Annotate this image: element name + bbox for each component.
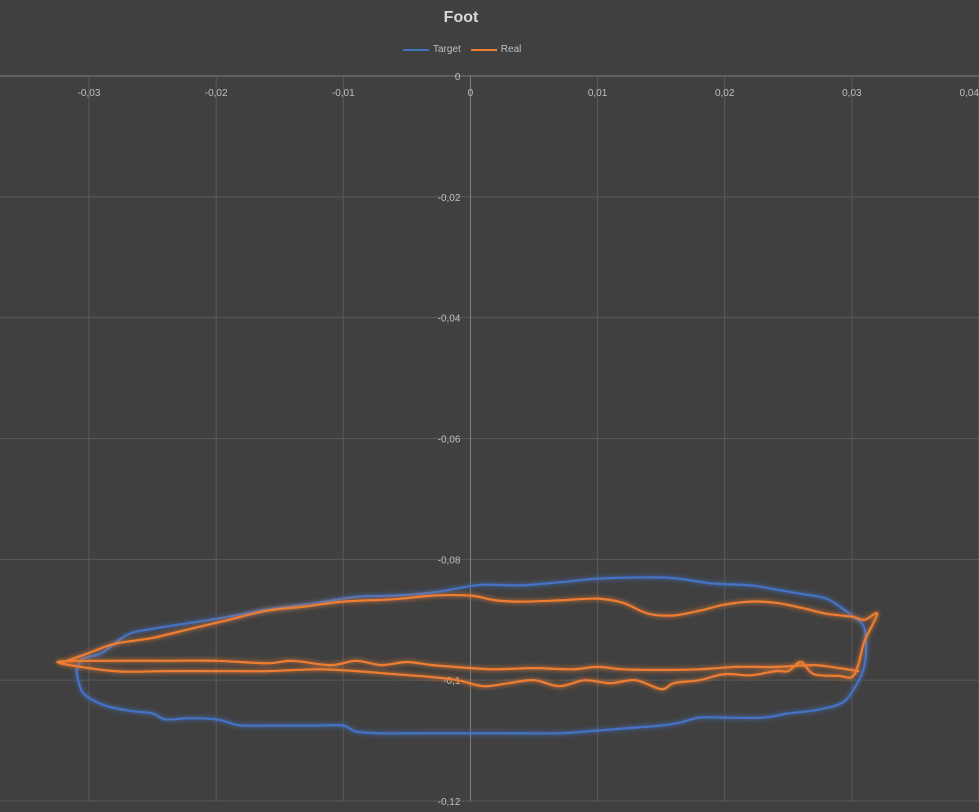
y-tick-label: -0,02 xyxy=(438,193,461,204)
legend-label-real: Real xyxy=(500,44,522,55)
x-tick-label: -0,03 xyxy=(78,88,101,99)
legend-item-target: Target xyxy=(403,44,461,55)
x-tick-label: 0 xyxy=(468,88,474,99)
series-line-real xyxy=(56,593,879,691)
y-tick-label: -0,1 xyxy=(443,676,461,687)
axes xyxy=(0,75,979,801)
legend-item-real: Real xyxy=(470,44,522,55)
legend-swatch-real xyxy=(470,48,497,51)
x-tick-label: 0,01 xyxy=(588,88,608,99)
x-tick-label: 0,03 xyxy=(842,88,862,99)
y-tick-label: -0,06 xyxy=(438,435,461,446)
x-tick-label: 0,02 xyxy=(715,88,735,99)
legend-label-target: Target xyxy=(433,44,461,55)
y-tick-label: -0,08 xyxy=(438,555,461,566)
x-tick-label: -0,02 xyxy=(205,88,228,99)
tick-labels: -0,03 -0,02 -0,01 0 0,01 0,02 0,03 0,04 0 -0,02 -0… xyxy=(78,72,979,808)
series-layer xyxy=(56,576,879,735)
x-tick-label: -0,01 xyxy=(332,88,355,99)
series-line-target xyxy=(75,576,868,735)
y-tick-label: 0 xyxy=(455,72,461,83)
legend-swatch-target xyxy=(403,48,429,51)
y-tick-label: -0,12 xyxy=(438,797,461,808)
gridlines xyxy=(0,76,979,802)
chart-title: Foot xyxy=(443,9,479,26)
y-tick-label: -0,04 xyxy=(438,314,461,325)
x-tick-label: 0,04 xyxy=(960,88,979,99)
legend: Target Real xyxy=(403,44,521,55)
